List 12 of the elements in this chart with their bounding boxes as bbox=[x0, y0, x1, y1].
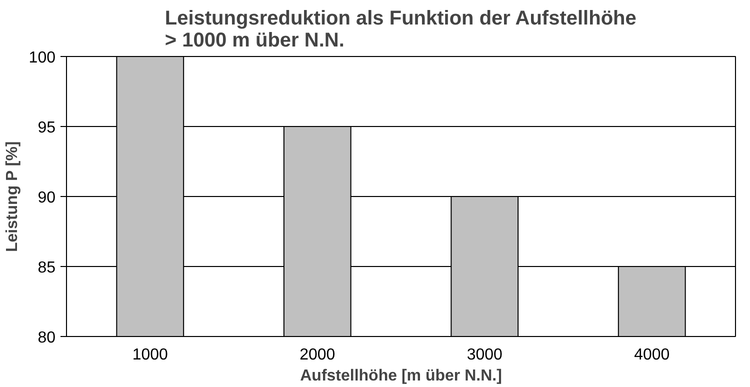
y-tick-label: 90 bbox=[38, 190, 56, 206]
x-tick-label: 2000 bbox=[300, 346, 336, 364]
x-axis-title: Aufstellhöhe [m über N.N.] bbox=[300, 368, 502, 384]
y-axis-title: Leistung P [%] bbox=[4, 141, 21, 252]
y-tick-label: 80 bbox=[38, 330, 56, 346]
y-tick-label: 100 bbox=[28, 50, 56, 66]
y-tick-label: 85 bbox=[38, 260, 56, 276]
chart-title: Leistungsreduktion als Funktion der Aufstellhöhe > 1000 m über N.N. bbox=[164, 8, 636, 52]
x-tick-label: 3000 bbox=[466, 346, 503, 364]
x-tick-label: 1000 bbox=[132, 346, 168, 364]
x-tick-label: 4000 bbox=[634, 346, 670, 364]
y-tick-label: 95 bbox=[38, 120, 56, 136]
